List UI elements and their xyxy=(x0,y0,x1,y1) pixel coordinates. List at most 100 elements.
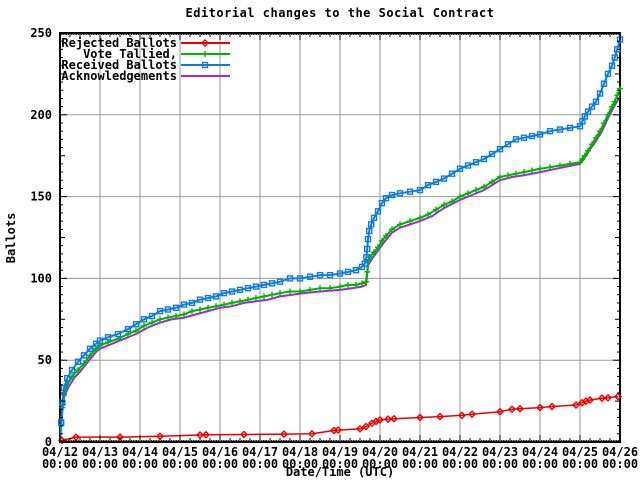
square-marker-icon xyxy=(368,221,375,228)
axis-ticks xyxy=(59,32,621,443)
x-tick-label-date: 04/19 xyxy=(322,445,358,459)
x-tick-label-time: 00:00 xyxy=(562,457,598,471)
x-tick-label-time: 00:00 xyxy=(482,457,518,471)
square-marker-icon xyxy=(132,321,140,328)
square-marker-icon xyxy=(201,61,209,69)
x-axis-label: Date/Time (UTC) xyxy=(286,465,394,479)
diamond-marker-icon xyxy=(362,422,370,431)
legend-label: Rejected Ballots xyxy=(61,36,177,50)
square-marker-icon xyxy=(448,170,456,177)
square-marker-icon xyxy=(424,181,432,189)
square-marker-icon xyxy=(588,103,596,110)
square-marker-icon xyxy=(382,195,390,202)
square-marker-icon xyxy=(74,358,82,366)
square-marker-icon xyxy=(188,299,196,307)
square-marker-icon xyxy=(80,352,88,359)
square-marker-icon xyxy=(566,124,574,132)
x-tick-label-date: 04/25 xyxy=(562,445,598,459)
square-marker-icon xyxy=(92,340,100,348)
square-marker-icon xyxy=(556,126,564,133)
diamond-marker-icon xyxy=(598,394,606,403)
x-tick-label-time: 00:00 xyxy=(202,457,238,471)
square-marker-icon xyxy=(370,214,378,222)
square-marker-icon xyxy=(156,307,164,315)
square-marker-icon xyxy=(268,280,276,287)
y-tick-label: 150 xyxy=(30,190,52,204)
square-marker-icon xyxy=(114,330,122,338)
square-marker-icon xyxy=(520,134,528,141)
diamond-marker-icon xyxy=(376,415,384,424)
legend-label: Received Ballots xyxy=(61,58,177,72)
y-tick-label: 100 xyxy=(30,271,52,285)
x-tick-label-time: 00:00 xyxy=(242,457,278,471)
square-marker-icon xyxy=(596,90,604,97)
diamond-marker-icon xyxy=(384,415,392,424)
square-marker-icon xyxy=(59,399,66,406)
legend-label: Vote Tallied, xyxy=(83,47,177,61)
square-marker-icon xyxy=(252,283,260,290)
diamond-marker-icon xyxy=(240,430,248,439)
x-tick-label-date: 04/18 xyxy=(282,445,318,459)
square-marker-icon xyxy=(496,145,504,153)
y-axis-label: Ballots xyxy=(4,213,18,264)
diamond-marker-icon xyxy=(614,392,622,401)
square-marker-icon xyxy=(352,267,360,274)
diamond-marker-icon xyxy=(201,39,209,47)
series-line-acknowledgements xyxy=(59,96,621,443)
series-vote-tallied xyxy=(58,85,623,443)
square-marker-icon xyxy=(528,132,536,140)
square-marker-icon xyxy=(172,304,180,312)
x-tick-label-time: 00:00 xyxy=(522,457,558,471)
diamond-marker-icon xyxy=(202,430,210,439)
grid-layer xyxy=(60,33,620,442)
x-tick-label-date: 04/16 xyxy=(202,445,238,459)
square-marker-icon xyxy=(361,260,368,267)
x-tick-label-date: 04/22 xyxy=(442,445,478,459)
square-marker-icon xyxy=(124,325,132,333)
square-marker-icon xyxy=(260,281,268,289)
diamond-marker-icon xyxy=(436,412,444,421)
square-marker-icon xyxy=(236,286,244,294)
square-marker-icon xyxy=(608,62,616,69)
diamond-marker-icon xyxy=(586,395,594,404)
y-tick-label: 0 xyxy=(45,435,52,449)
x-tick-label-time: 00:00 xyxy=(282,457,318,471)
square-marker-icon xyxy=(286,275,294,282)
square-marker-icon xyxy=(374,208,382,215)
y-tick-label: 250 xyxy=(30,26,52,40)
square-marker-icon xyxy=(366,227,373,235)
square-marker-icon xyxy=(464,162,472,169)
square-marker-icon xyxy=(488,150,496,158)
series-received-ballots xyxy=(58,36,624,443)
x-tick-label-date: 04/21 xyxy=(402,445,438,459)
diamond-marker-icon xyxy=(196,430,204,439)
x-tick-label-date: 04/23 xyxy=(482,445,518,459)
x-tick-label-date: 04/15 xyxy=(162,445,198,459)
x-tick-label-date: 04/14 xyxy=(122,445,158,459)
diamond-marker-icon xyxy=(458,411,466,420)
legend-label: Acknowledgements xyxy=(61,69,177,83)
x-tick-label-time: 00:00 xyxy=(162,457,198,471)
square-marker-icon xyxy=(296,275,304,282)
square-marker-icon xyxy=(396,190,404,197)
x-tick-label-date: 04/17 xyxy=(242,445,278,459)
square-marker-icon xyxy=(604,70,612,78)
diamond-marker-icon xyxy=(72,433,80,442)
square-marker-icon xyxy=(148,312,156,320)
diamond-marker-icon xyxy=(468,410,476,419)
series-acknowledgements xyxy=(59,96,621,443)
square-marker-icon xyxy=(96,337,104,344)
square-marker-icon xyxy=(326,271,334,279)
square-marker-icon xyxy=(316,271,324,279)
square-marker-icon xyxy=(480,155,488,163)
x-tick-label-date: 04/20 xyxy=(362,445,398,459)
x-tick-label-date: 04/13 xyxy=(82,445,118,459)
square-marker-icon xyxy=(363,253,370,261)
x-tick-label-date: 04/26 xyxy=(602,445,638,459)
diamond-marker-icon xyxy=(572,401,580,410)
diamond-marker-icon xyxy=(280,430,288,439)
square-marker-icon xyxy=(512,136,520,143)
